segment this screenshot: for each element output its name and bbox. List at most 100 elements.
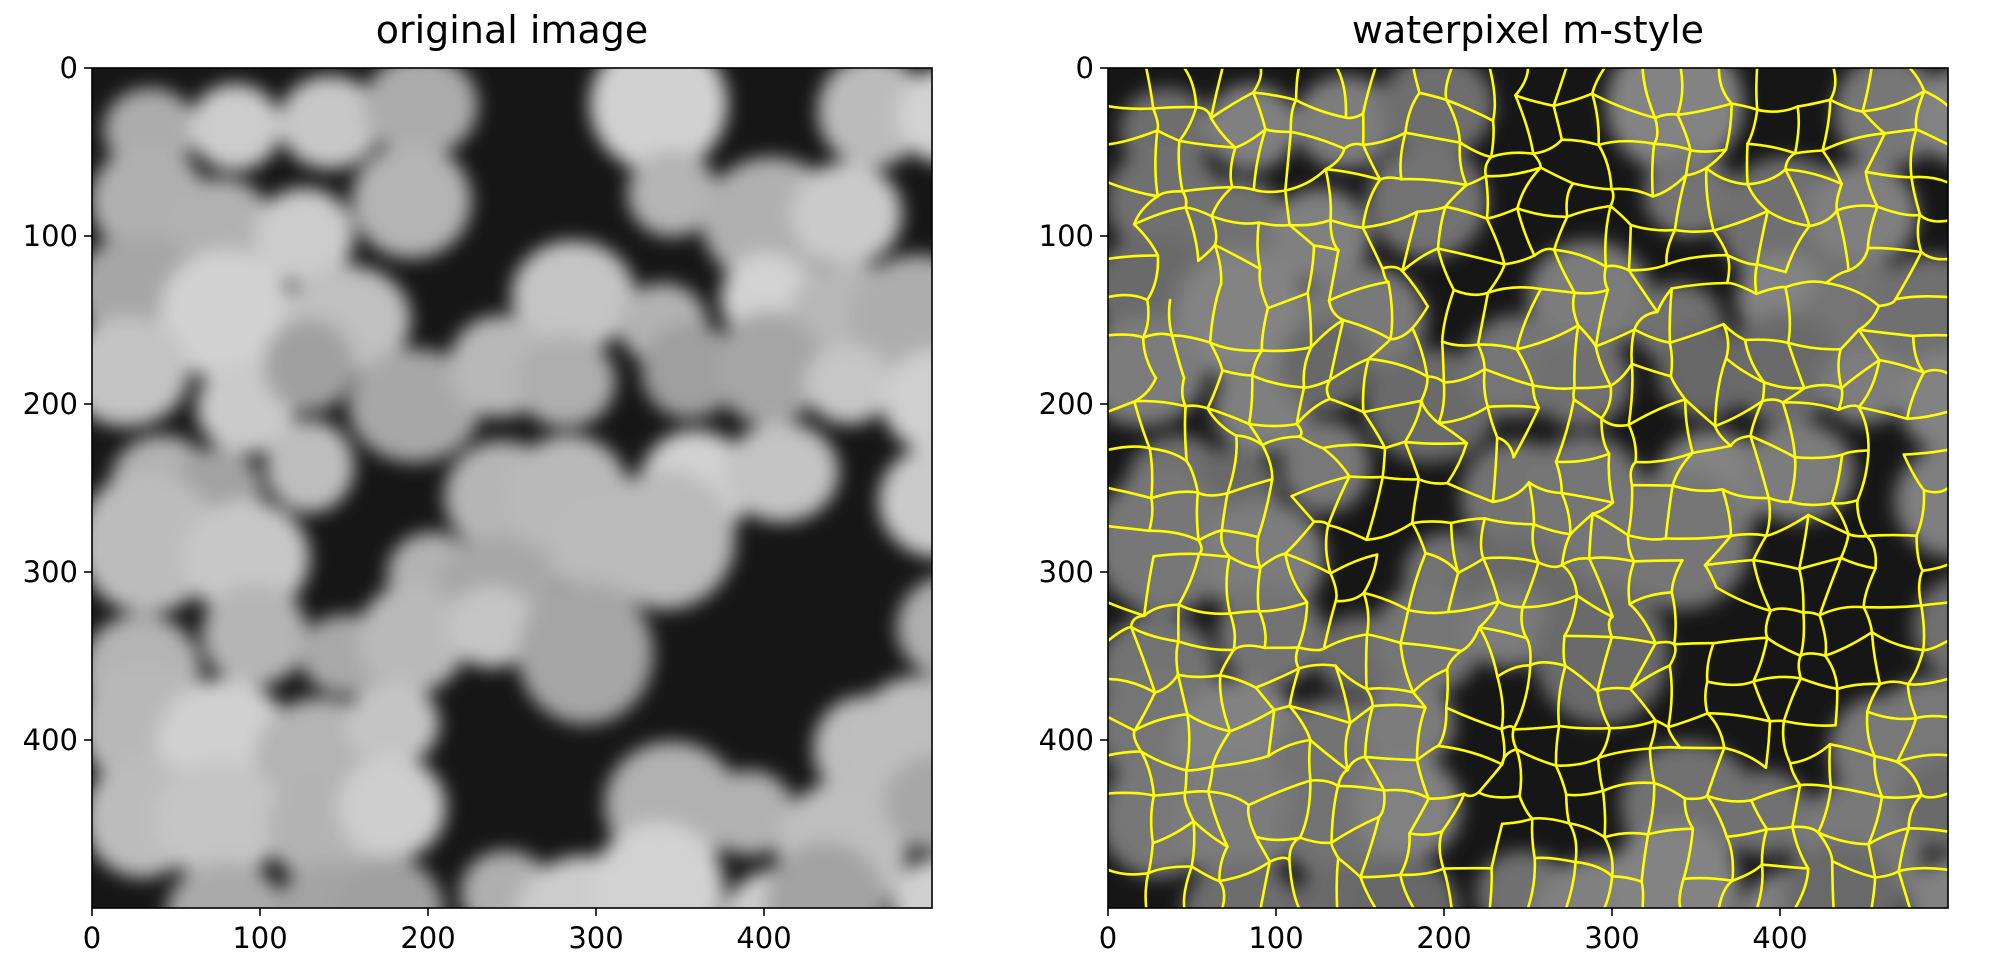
cell-blob [1740,421,1855,523]
waterpixel-edge [1142,603,1180,617]
waterpixel-edge [1295,386,1306,426]
waterpixel-edge [1367,337,1392,361]
waterpixel-edge [1456,557,1485,575]
x-tick-label: 0 [1099,921,1117,955]
waterpixel-edge [1486,286,1543,294]
cell-blob [627,150,718,237]
waterpixel-edge [1154,129,1160,198]
waterpixel-edge [1746,108,1759,146]
cell-blob [348,348,482,463]
waterpixel-edge [1633,328,1672,344]
waterpixel-edge [1458,141,1493,159]
waterpixel-edge [1460,626,1481,653]
waterpixel-edge [1629,223,1677,232]
waterpixel-edge [1284,130,1293,192]
waterpixel-edge [1148,447,1154,500]
waterpixel-edge [1477,763,1504,794]
waterpixel-edge [1907,793,1923,830]
waterpixel-edge [1296,646,1326,652]
waterpixel-edge [1146,254,1160,302]
waterpixel-edge [1764,609,1772,640]
waterpixel-edge [1689,148,1728,153]
waterpixel-edge [1597,143,1613,191]
waterpixel-edge [1829,98,1864,113]
waterpixel-edge [1170,334,1212,344]
waterpixel-edge [1587,556,1636,563]
waterpixel-edge [1217,845,1229,883]
waterpixel-edge [1760,827,1769,866]
waterpixel-edge [1837,386,1844,411]
waterpixel-edge [1132,206,1187,226]
y-tick-label: 400 [1039,723,1094,757]
waterpixel-edge [1197,552,1231,559]
waterpixel-edge [1108,254,1160,261]
waterpixel-edge [1870,630,1882,686]
waterpixel-edge [1668,341,1674,378]
waterpixel-edge [1766,209,1811,228]
waterpixel-edge [1895,760,1923,797]
waterpixel-edge [1628,602,1657,645]
waterpixel-edge [1907,826,1948,833]
waterpixel-edge [1330,784,1340,844]
waterpixel-edge [1754,263,1759,296]
cell-blob [891,857,932,908]
waterpixel-edge [1705,148,1728,170]
waterpixel-edge [1781,719,1792,765]
waterpixel-edge [1152,552,1201,558]
waterpixel-edge [1791,825,1810,870]
waterpixel-edge [1445,706,1503,731]
waterpixel-edge [1920,792,1948,799]
waterpixel-edge [1683,797,1695,830]
waterpixel-edge [1412,68,1421,95]
waterpixel-edge [1399,832,1411,877]
waterpixel-edge [1185,712,1191,772]
waterpixel-edge [1478,600,1500,629]
waterpixel-edge [1220,529,1260,539]
waterpixel-edge [1284,167,1327,192]
waterpixel-edge [1144,68,1155,110]
waterpixel-edge [1861,110,1887,135]
waterpixel-edge [1515,748,1558,767]
waterpixel-edge [1552,248,1608,268]
waterpixel-edge [1829,68,1837,102]
waterpixel-edge [1206,407,1251,426]
waterpixel-edge [1256,221,1262,271]
cell-blob [446,586,538,668]
waterpixel-edge [1527,481,1563,495]
panel-title-waterpixel: waterpixel m-style [1352,8,1704,52]
waterpixel-edge [1491,436,1499,504]
cell-blob [804,344,893,425]
waterpixel-edge [1210,214,1218,247]
waterpixel-edge [1743,338,1766,384]
waterpixel-edge [1250,374,1306,389]
waterpixel-edge [1797,567,1805,614]
cell-blob [1833,68,1944,168]
waterpixel-edge [1531,384,1540,410]
waterpixel-edge [1572,398,1603,420]
waterpixel-edge [1607,615,1614,639]
waterpixel-edge [1147,529,1200,542]
waterpixel-edge [1261,443,1274,481]
waterpixel-edge [1909,128,1918,179]
waterpixel-edge [1108,868,1150,876]
waterpixel-edge [1133,376,1158,403]
waterpixel-edge [1295,397,1332,426]
waterpixel-edge [1587,557,1614,618]
waterpixel-edge [1788,456,1797,503]
waterpixel-edge [1908,68,1926,93]
waterpixel-edge [1207,790,1229,848]
waterpixel-edge [1306,291,1313,349]
waterpixel-edge [1818,605,1865,617]
waterpixel-edge [1514,94,1535,155]
waterpixel-edge [1399,641,1463,653]
waterpixel-edge [1387,280,1394,341]
waterpixel-edge [1876,205,1922,217]
waterpixel-edge [1445,441,1469,485]
waterpixel-edge [1627,423,1638,464]
waterpixel-edge [1609,204,1633,227]
waterpixel-edge [1516,166,1543,210]
waterpixel-edge [1554,724,1561,767]
waterpixel-edge [1153,673,1180,694]
waterpixel-edge [1321,446,1351,478]
waterpixel-edge [1284,552,1309,604]
